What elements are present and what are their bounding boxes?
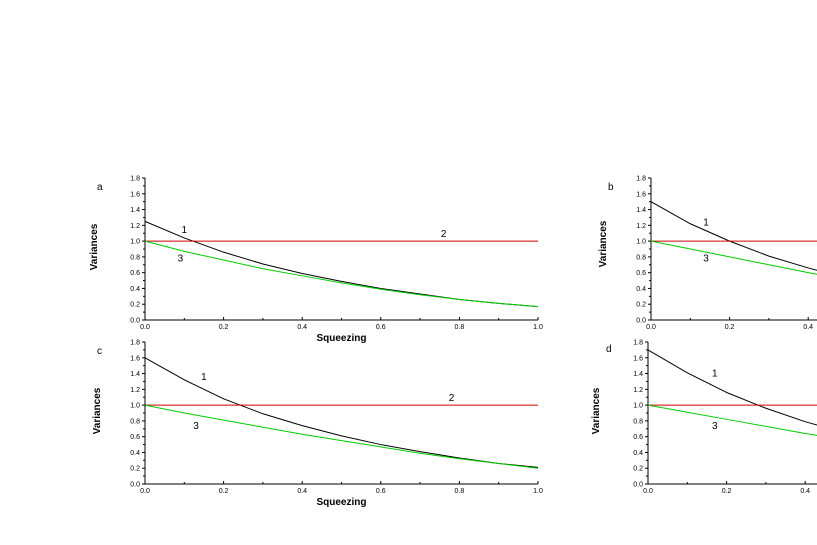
panel-label: b [608, 182, 614, 193]
y-tick-label: 0.4 [636, 286, 646, 293]
series-3-line [650, 240, 817, 275]
y-tick-label: 1.8 [130, 340, 140, 347]
y-axis-title: Variances [92, 387, 103, 434]
x-tick-label: 1.0 [533, 488, 543, 495]
y-tick-label: 1.0 [633, 403, 643, 410]
x-tick-label: 0.6 [376, 324, 386, 331]
x-tick-label: 0.2 [725, 324, 735, 331]
y-tick-label: 1.8 [130, 176, 140, 183]
curve-label-2: 2 [449, 393, 455, 404]
x-tick-label: 0.0 [140, 488, 150, 495]
y-tick-label: 1.6 [130, 191, 140, 198]
x-axis-title: Squeezing [316, 497, 366, 508]
y-tick-label: 1.4 [130, 371, 140, 378]
y-tick-label: 1.0 [130, 403, 140, 410]
x-tick-label: 0.0 [140, 324, 150, 331]
y-tick-label: 0.4 [130, 286, 140, 293]
y-tick-label: 0.6 [636, 270, 646, 277]
curve-label-3: 3 [712, 421, 718, 432]
y-tick-label: 0.8 [130, 418, 140, 425]
panel-label: d [606, 344, 612, 355]
x-tick-label: 0.4 [297, 488, 307, 495]
y-tick-label: 0.8 [130, 254, 140, 261]
y-tick-label: 1.2 [130, 223, 140, 230]
y-tick-label: 0.6 [130, 434, 140, 441]
x-tick-label: 0.0 [646, 324, 656, 331]
x-axis-title: Squeezing [316, 333, 366, 344]
y-tick-label: 0.4 [130, 450, 140, 457]
curve-label-1: 1 [712, 369, 718, 380]
y-tick-label: 0.0 [636, 318, 646, 325]
x-tick-label: 0.6 [376, 488, 386, 495]
y-tick-label: 0.6 [633, 434, 643, 441]
panel-b: 0.00.20.40.60.81.00.00.20.40.60.81.01.21… [598, 176, 817, 331]
x-tick-label: 0.8 [455, 488, 465, 495]
y-tick-label: 0.2 [130, 302, 140, 309]
y-tick-label: 0.4 [633, 450, 643, 457]
y-tick-label: 1.8 [633, 340, 643, 347]
curve-label-3: 3 [178, 254, 184, 265]
y-tick-label: 1.2 [633, 387, 643, 394]
y-tick-label: 1.0 [130, 239, 140, 246]
x-tick-label: 0.2 [219, 324, 229, 331]
y-tick-label: 0.6 [130, 270, 140, 277]
y-tick-label: 1.0 [636, 239, 646, 246]
x-tick-label: 0.2 [722, 488, 732, 495]
y-axis-title: Variances [89, 223, 100, 270]
y-tick-label: 0.2 [633, 466, 643, 473]
curve-label-1: 1 [201, 372, 207, 383]
panel-d: 0.00.20.40.60.81.00.00.20.40.60.81.01.21… [591, 340, 817, 495]
curve-label-3: 3 [703, 254, 709, 265]
y-tick-label: 1.4 [130, 207, 140, 214]
series-1-line [650, 201, 817, 271]
panel-a: 0.0 0.2 0.4 0.6 0.8 1.0 0.0 0.2 0.4 0.6 0.8 1.0 1.2 1… [89, 176, 543, 345]
x-tick-label: 0.4 [297, 324, 307, 331]
panel-label: a [97, 182, 103, 193]
x-tick-label: 0.8 [455, 324, 465, 331]
y-tick-label: 0.0 [130, 318, 140, 325]
series-1-line [647, 349, 817, 426]
series-3-line [144, 404, 539, 469]
y-tick-label: 0.0 [130, 482, 140, 489]
x-tick-label: 0.0 [643, 488, 653, 495]
y-tick-label: 1.6 [130, 355, 140, 362]
y-tick-label: 0.2 [636, 302, 646, 309]
y-axis-title: Variances [598, 220, 609, 267]
curve-label-1: 1 [703, 217, 709, 228]
curve-label-1: 1 [182, 225, 188, 236]
curve-label-2: 2 [441, 229, 447, 240]
y-tick-label: 1.4 [633, 371, 643, 378]
y-tick-label: 1.2 [130, 387, 140, 394]
y-axis-title: Variances [591, 387, 602, 434]
y-tick-label: 1.8 [636, 176, 646, 183]
x-tick-label: 1.0 [533, 324, 543, 331]
panel-label: c [97, 346, 102, 357]
y-tick-label: 1.2 [636, 223, 646, 230]
y-tick-label: 0.8 [636, 254, 646, 261]
series-3-line [144, 240, 539, 308]
x-tick-label: 0.2 [219, 488, 229, 495]
y-tick-label: 1.6 [633, 355, 643, 362]
curve-label-3: 3 [193, 421, 199, 432]
series-3-line [647, 404, 817, 436]
y-tick-label: 1.4 [636, 207, 646, 214]
y-tick-label: 0.0 [633, 482, 643, 489]
panel-c: 0.0 0.2 0.4 0.6 0.8 1.0 0.0 0.2 0.4 0.6 0.8 1.0 1.2 1… [92, 340, 543, 509]
x-tick-label: 0.4 [803, 324, 813, 331]
y-tick-label: 0.8 [633, 418, 643, 425]
y-tick-label: 1.6 [636, 191, 646, 198]
series-1-line [144, 220, 539, 308]
x-tick-label: 0.4 [800, 488, 810, 495]
y-tick-label: 0.2 [130, 466, 140, 473]
series-1-line [144, 357, 539, 468]
